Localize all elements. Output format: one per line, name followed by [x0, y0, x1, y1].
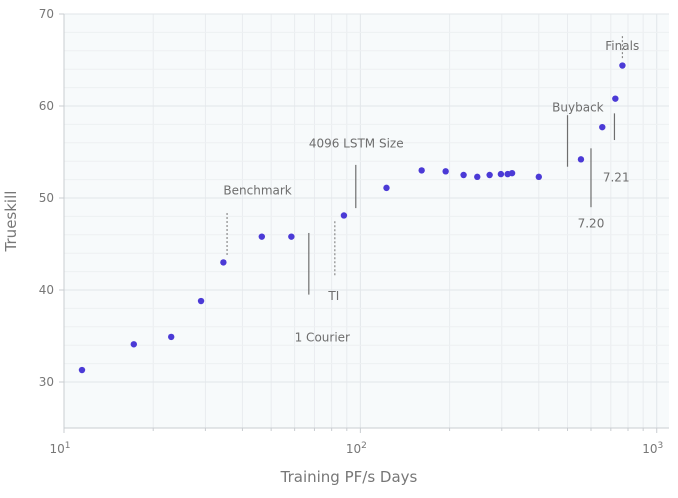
y-tick-label: 60 — [39, 99, 54, 113]
data-point — [474, 173, 481, 181]
annotations: Benchmark 1 Courier TI 4096 LSTM Size Buybac… — [223, 35, 639, 345]
axes: 30 40 50 60 70 101 102 103 — [39, 7, 669, 456]
data-point — [197, 297, 205, 305]
data-point — [535, 173, 542, 181]
data-point — [497, 170, 505, 178]
data-point — [442, 168, 449, 175]
y-tick-label: 40 — [39, 283, 54, 297]
data-point — [220, 259, 227, 266]
data-point — [508, 169, 516, 177]
y-tick-label: 70 — [39, 7, 54, 21]
data-point — [577, 156, 585, 163]
data-point — [460, 171, 467, 179]
annotation-label: TI — [327, 289, 339, 303]
x-tick-label: 101 — [49, 441, 70, 456]
annotation-label: 7.20 — [578, 216, 605, 230]
data-point — [486, 171, 493, 179]
y-tick-label: 30 — [39, 375, 54, 389]
grid-lines — [63, 13, 669, 428]
plot-area — [64, 14, 669, 428]
data-point — [288, 233, 295, 240]
annotation-label: Buyback — [552, 101, 604, 115]
annotation-label: Benchmark — [223, 183, 291, 197]
annotation-label: 7.21 — [603, 170, 630, 184]
data-point — [258, 233, 266, 240]
data-point — [383, 184, 390, 192]
data-point — [130, 341, 138, 348]
annotation-label: 1 Courier — [295, 331, 350, 345]
x-axis-title: Training PF/s Days — [280, 468, 418, 486]
data-point — [168, 333, 175, 341]
x-tick-label: 103 — [642, 441, 663, 456]
annotation-label: 4096 LSTM Size — [309, 136, 404, 150]
data-point — [78, 366, 86, 374]
data-point — [619, 62, 626, 69]
data-point — [599, 123, 606, 131]
data-point — [612, 95, 619, 102]
data-point — [340, 212, 348, 219]
y-tick-label: 50 — [39, 191, 54, 205]
annotation-label: Finals — [605, 39, 639, 53]
x-tick-label: 102 — [346, 441, 367, 456]
y-axis-title: Trueskill — [2, 191, 20, 253]
data-point — [418, 167, 425, 174]
data-points — [78, 62, 626, 374]
